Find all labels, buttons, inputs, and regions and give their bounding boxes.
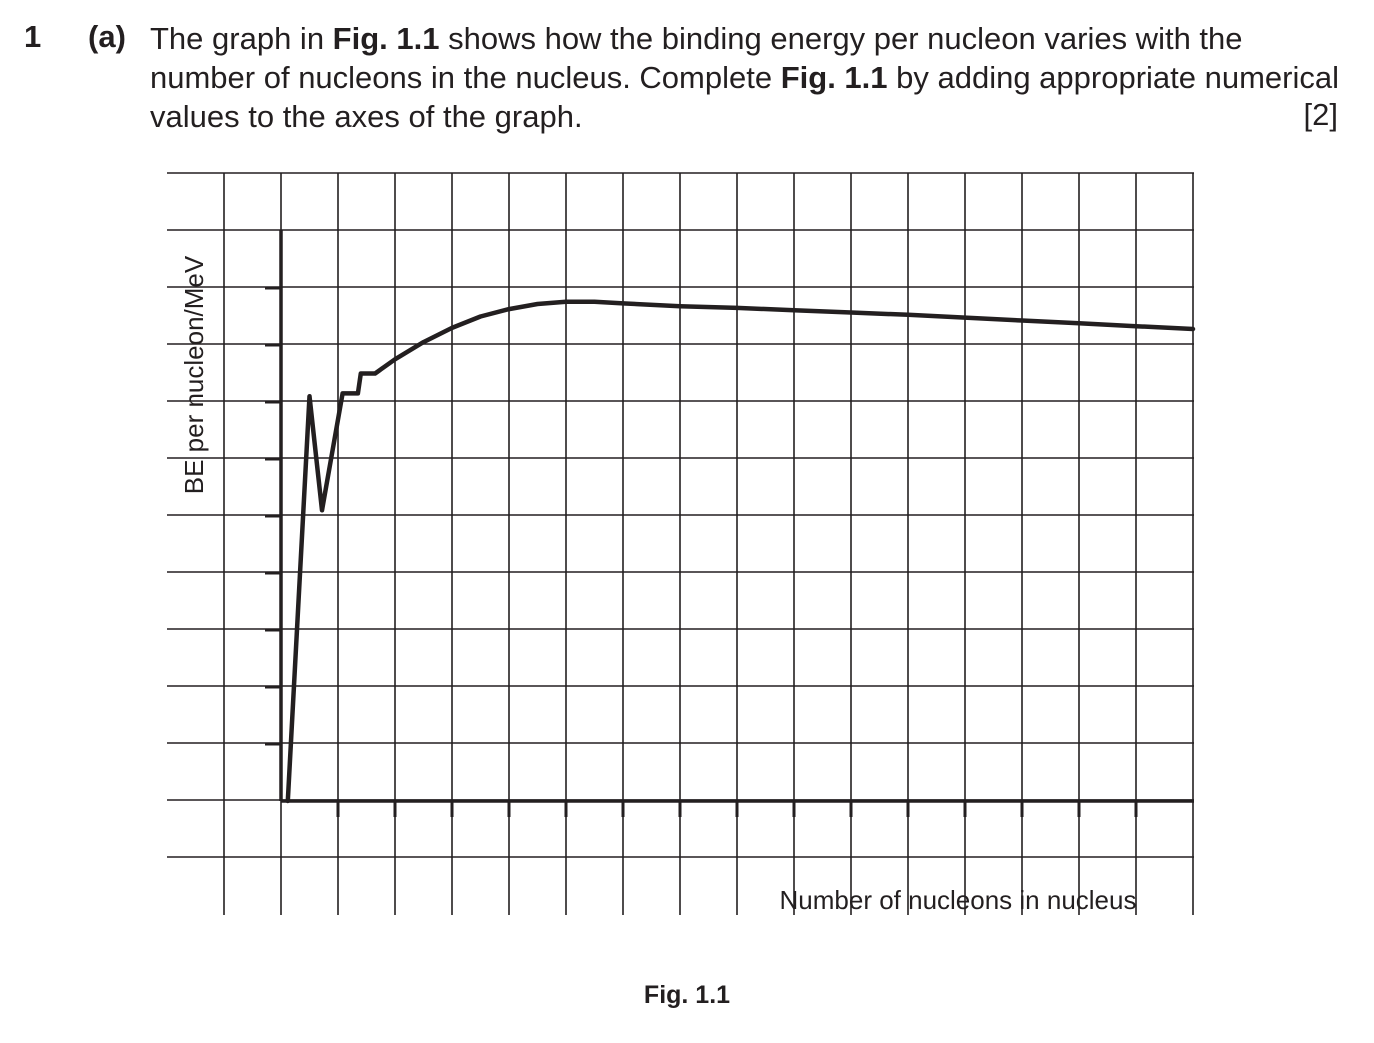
question-text-part: shows how the binding energy per nucleon… bbox=[150, 21, 1243, 95]
data-series bbox=[285, 299, 1196, 804]
binding-energy-curve bbox=[285, 299, 1196, 804]
question-number: 1 bbox=[24, 19, 42, 54]
question-text: The graph in Fig. 1.1 shows how the bind… bbox=[150, 19, 1340, 136]
figure-reference: Fig. 1.1 bbox=[332, 21, 440, 56]
question-part-label: (a) bbox=[88, 19, 126, 54]
figure-reference: Fig. 1.1 bbox=[780, 60, 888, 95]
x-axis-label: Number of nucleons in nucleus bbox=[780, 885, 1137, 915]
figure-caption: Fig. 1.1 bbox=[643, 981, 731, 1009]
y-axis-label: BE per nucleon/MeV bbox=[179, 255, 209, 494]
axis-ticks bbox=[265, 286, 1138, 817]
question-text-part: The graph in bbox=[150, 21, 333, 56]
question-text-part: by adding appropriate numerical values t… bbox=[150, 60, 1340, 134]
axis-labels: BE per nucleon/MeV Number of nucleons in… bbox=[179, 255, 1137, 915]
marks-allocation: [2] bbox=[1303, 97, 1338, 132]
